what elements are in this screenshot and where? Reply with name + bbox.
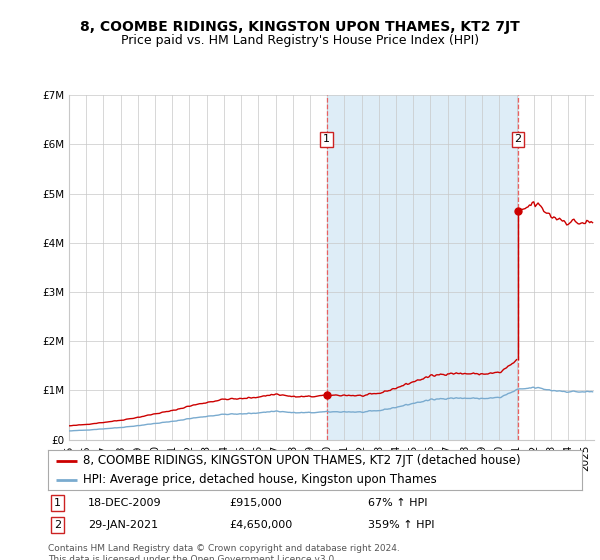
Text: 2: 2 — [514, 134, 521, 144]
Text: £915,000: £915,000 — [230, 498, 283, 508]
Text: 1: 1 — [54, 498, 61, 508]
Text: 1: 1 — [323, 134, 330, 144]
Text: 8, COOMBE RIDINGS, KINGSTON UPON THAMES, KT2 7JT: 8, COOMBE RIDINGS, KINGSTON UPON THAMES,… — [80, 20, 520, 34]
Text: 8, COOMBE RIDINGS, KINGSTON UPON THAMES, KT2 7JT (detached house): 8, COOMBE RIDINGS, KINGSTON UPON THAMES,… — [83, 455, 520, 468]
Text: 2: 2 — [54, 520, 61, 530]
Text: HPI: Average price, detached house, Kingston upon Thames: HPI: Average price, detached house, King… — [83, 473, 436, 487]
Text: Contains HM Land Registry data © Crown copyright and database right 2024.
This d: Contains HM Land Registry data © Crown c… — [48, 544, 400, 560]
Text: 67% ↑ HPI: 67% ↑ HPI — [368, 498, 428, 508]
Bar — [326, 95, 518, 440]
Text: Price paid vs. HM Land Registry's House Price Index (HPI): Price paid vs. HM Land Registry's House … — [121, 34, 479, 46]
Text: £4,650,000: £4,650,000 — [230, 520, 293, 530]
Text: 29-JAN-2021: 29-JAN-2021 — [88, 520, 158, 530]
Text: 359% ↑ HPI: 359% ↑ HPI — [368, 520, 435, 530]
Text: 18-DEC-2009: 18-DEC-2009 — [88, 498, 161, 508]
